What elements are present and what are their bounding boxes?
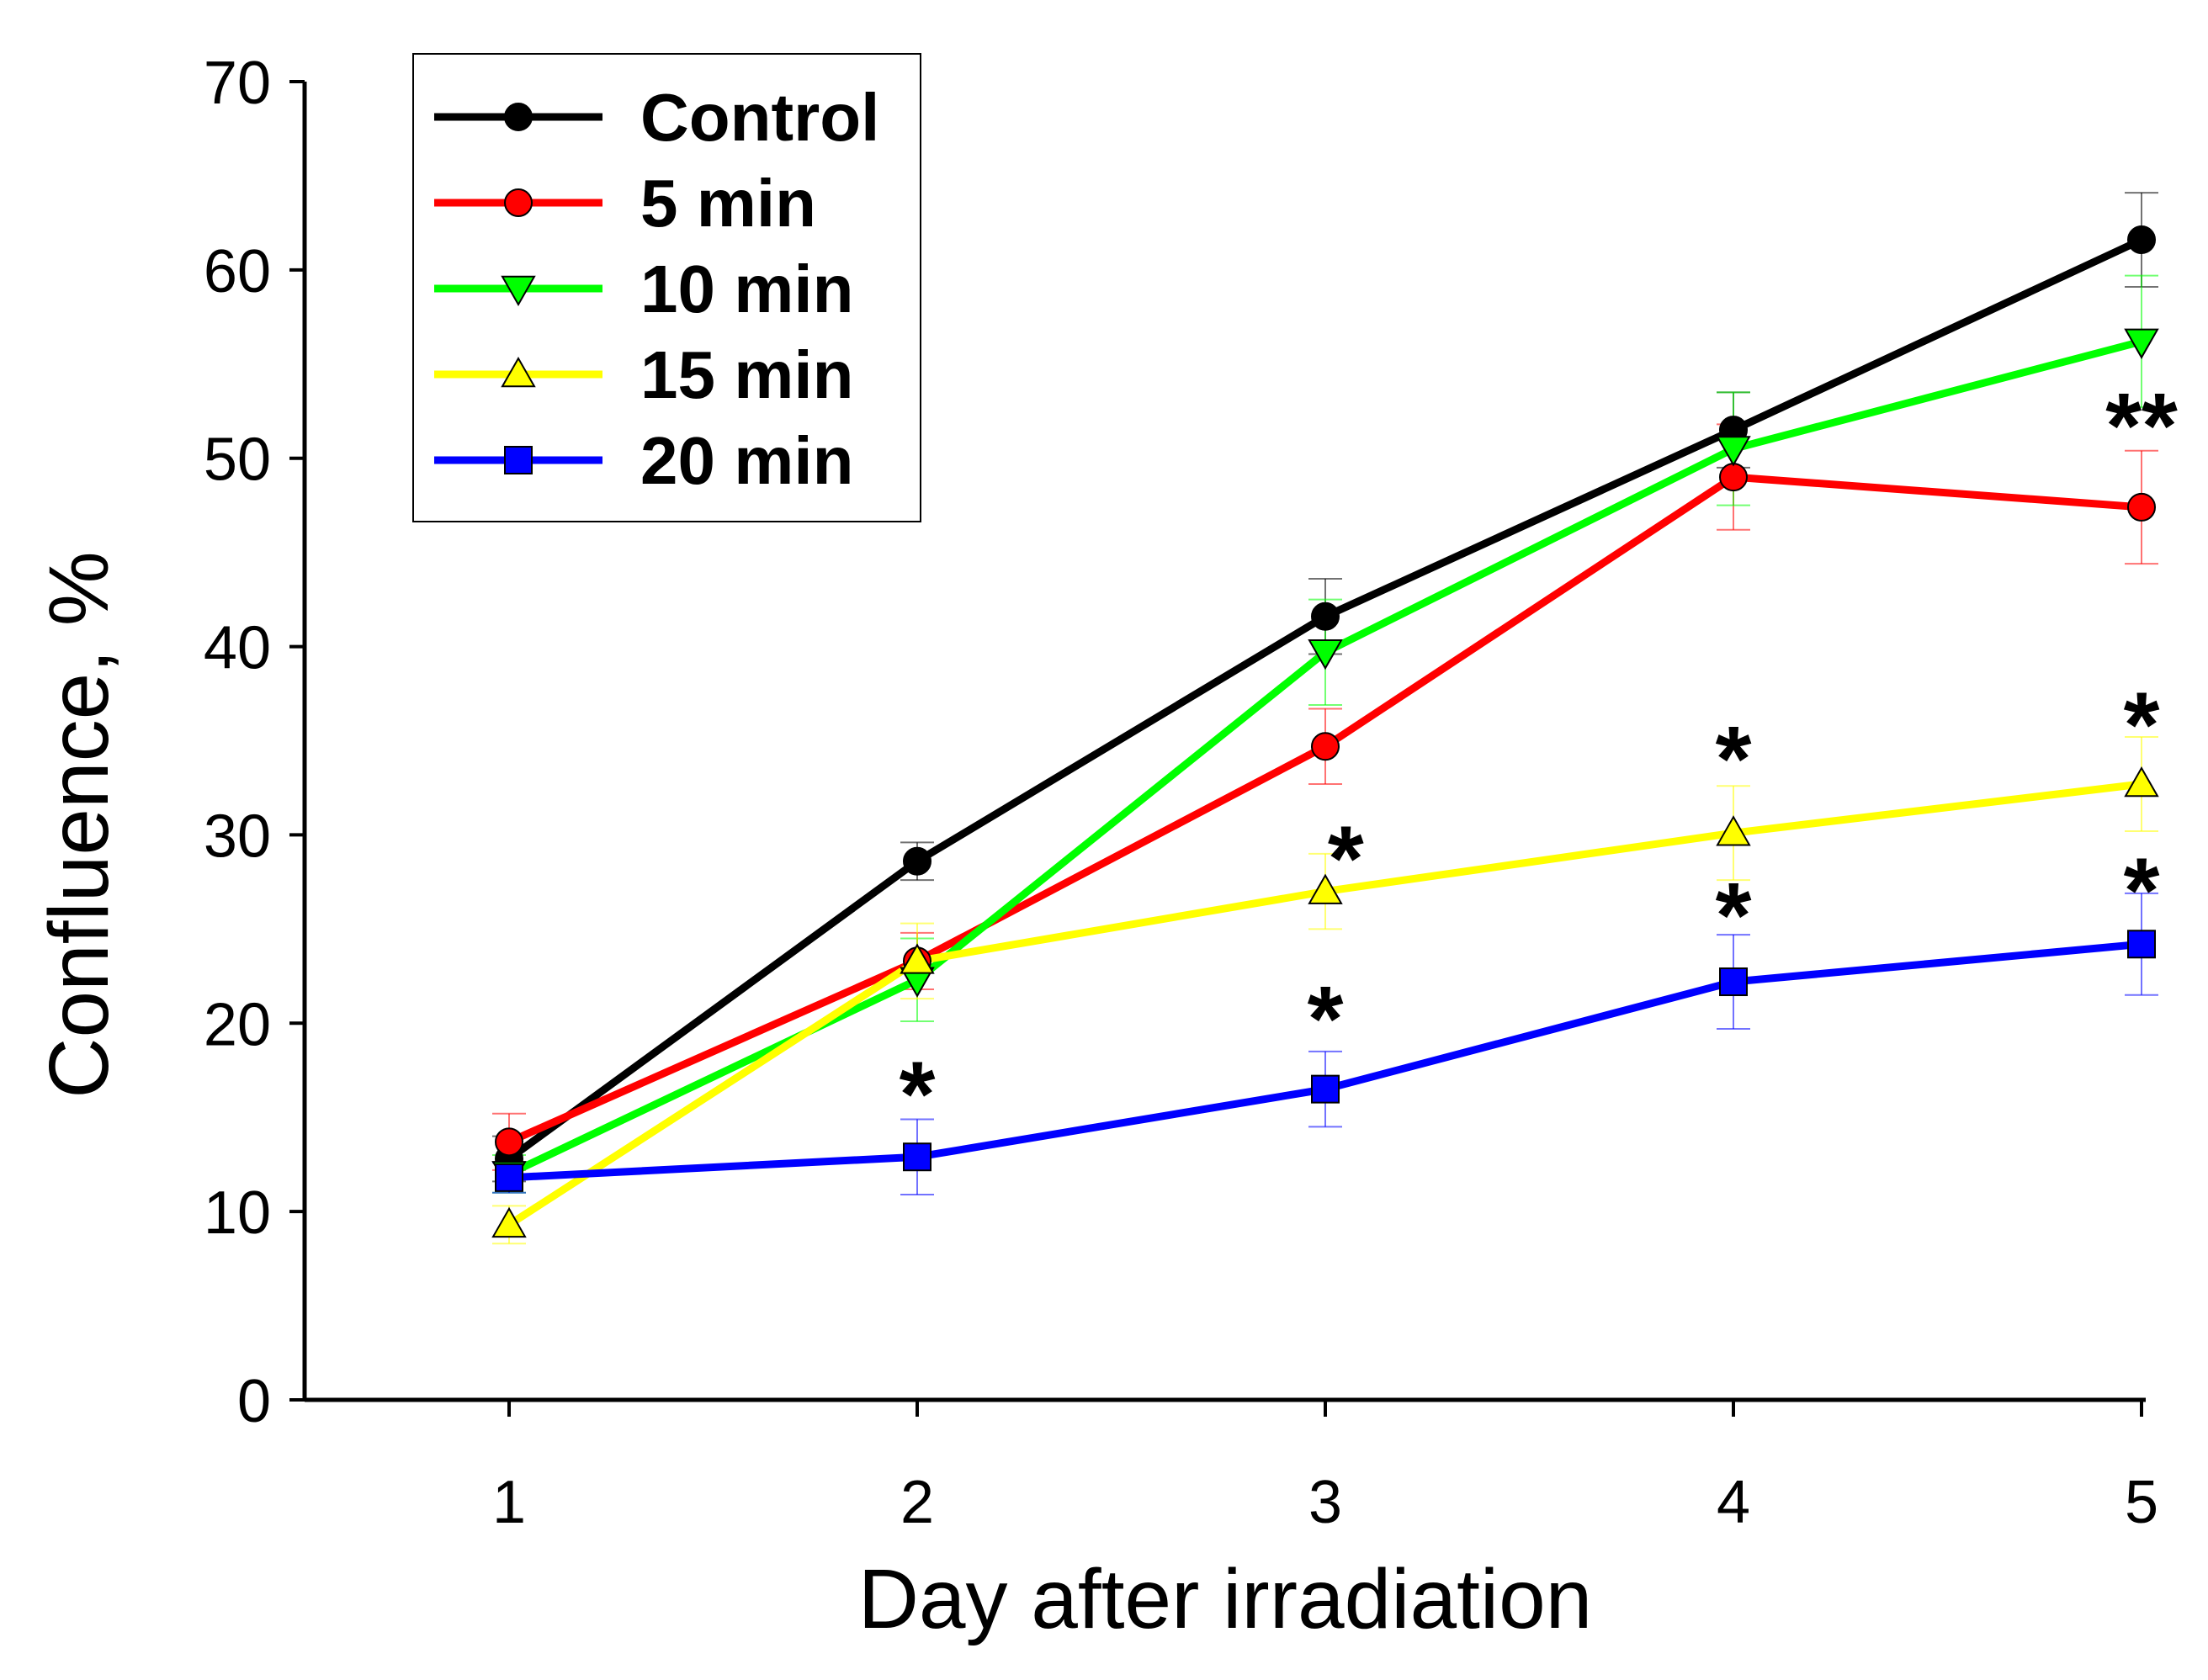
data-point — [903, 846, 932, 876]
data-point — [2124, 766, 2159, 798]
significance-mark: * — [900, 1042, 936, 1146]
legend: Control 5 min 10 min 15 min 20 min — [412, 53, 921, 522]
data-point — [491, 1206, 527, 1238]
significance-mark: * — [2124, 674, 2160, 777]
legend-label: Control — [640, 80, 879, 155]
significance-mark: ** — [2105, 374, 2178, 478]
data-point — [1716, 436, 1751, 467]
significance-mark: * — [1716, 708, 1752, 811]
x-tick-label: 4 — [1717, 1469, 1750, 1536]
data-point — [1719, 463, 1748, 492]
y-tick-label: 40 — [204, 615, 271, 682]
y-tick-label: 60 — [204, 238, 271, 305]
significance-mark: * — [1716, 864, 1752, 967]
data-point — [1719, 967, 1748, 997]
y-tick-label: 0 — [237, 1368, 271, 1435]
data-point — [903, 1142, 932, 1172]
significance-mark: * — [2124, 840, 2160, 943]
y-tick-label: 70 — [204, 50, 271, 117]
legend-label: 5 min — [640, 166, 816, 241]
x-tick-label: 1 — [492, 1469, 526, 1536]
significance-annotations: ********* — [900, 374, 2178, 1147]
data-point — [2127, 225, 2156, 255]
legend-label: 15 min — [640, 337, 853, 412]
data-point — [1311, 1074, 1340, 1104]
x-tick-label: 2 — [900, 1469, 934, 1536]
legend-marker — [501, 356, 536, 388]
y-tick-label: 20 — [204, 991, 271, 1058]
significance-mark: * — [1308, 967, 1344, 1071]
significance-mark: * — [1328, 808, 1364, 911]
series-markers — [491, 225, 2159, 1238]
x-axis-title: Day after irradiation — [858, 1552, 1593, 1646]
y-tick-label: 50 — [204, 427, 271, 494]
y-tick-label: 30 — [204, 803, 271, 870]
x-tick-label: 5 — [2125, 1469, 2158, 1536]
axes: 0 10 20 30 40 50 60 70 1 2 3 4 5 Day after irradiatio… — [32, 50, 2158, 1646]
x-tick-label: 3 — [1308, 1469, 1342, 1536]
data-point — [2127, 930, 2156, 959]
data-point — [495, 1163, 523, 1192]
legend-marker — [501, 275, 536, 307]
legend-marker — [504, 446, 533, 474]
data-point — [2124, 328, 2159, 359]
data-point — [1716, 815, 1751, 846]
legend-label: 10 min — [640, 252, 853, 326]
legend-marker — [504, 103, 533, 131]
legend-marker — [504, 188, 533, 217]
data-point — [2127, 492, 2156, 522]
data-point — [1311, 602, 1340, 631]
data-point — [1311, 732, 1340, 761]
data-point — [495, 1127, 523, 1157]
data-point — [900, 943, 935, 974]
data-point — [1308, 873, 1343, 904]
legend-label: 20 min — [640, 423, 853, 498]
data-point — [1308, 639, 1343, 670]
y-axis-title: Confluence, % — [32, 551, 126, 1098]
y-tick-label: 10 — [204, 1179, 271, 1247]
